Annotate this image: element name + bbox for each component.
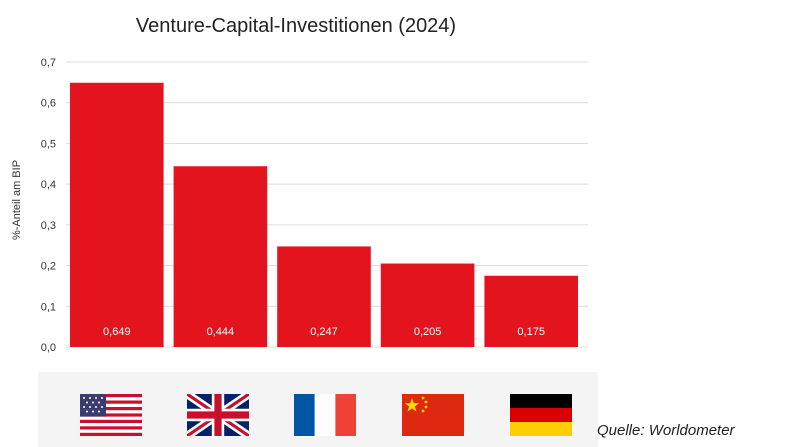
uk-flag-icon bbox=[187, 394, 249, 436]
y-tick-label: 0,1 bbox=[41, 301, 56, 313]
france-flag-icon bbox=[294, 394, 356, 436]
bar-chart: Venture-Capital-Investitionen (2024) %-A… bbox=[11, 15, 588, 354]
germany-flag-icon bbox=[510, 394, 572, 436]
bar bbox=[380, 263, 475, 347]
bar bbox=[484, 275, 578, 347]
bar bbox=[277, 246, 371, 347]
bar-value-label: 0,205 bbox=[414, 326, 442, 338]
bar-value-label: 0,649 bbox=[103, 326, 131, 338]
us-flag-icon bbox=[80, 394, 142, 436]
y-tick-label: 0,0 bbox=[41, 342, 56, 354]
y-tick-label: 0,3 bbox=[41, 220, 56, 232]
y-tick-label: 0,6 bbox=[41, 98, 56, 110]
y-tick-label: 0,4 bbox=[41, 179, 56, 191]
china-flag-icon bbox=[402, 394, 464, 436]
bar-value-label: 0,247 bbox=[310, 326, 338, 338]
y-tick-label: 0,5 bbox=[41, 138, 56, 150]
source-note: Quelle: Worldometer bbox=[597, 422, 735, 439]
bar-value-label: 0,175 bbox=[517, 326, 545, 338]
y-tick-label: 0,2 bbox=[41, 261, 56, 273]
y-tick-label: 0,7 bbox=[41, 57, 56, 69]
bar bbox=[70, 82, 164, 347]
bar-value-label: 0,444 bbox=[207, 326, 235, 338]
bar bbox=[173, 166, 268, 347]
y-axis-label: %-Anteil am BIP bbox=[11, 160, 23, 240]
chart-title: Venture-Capital-Investitionen (2024) bbox=[136, 15, 456, 37]
